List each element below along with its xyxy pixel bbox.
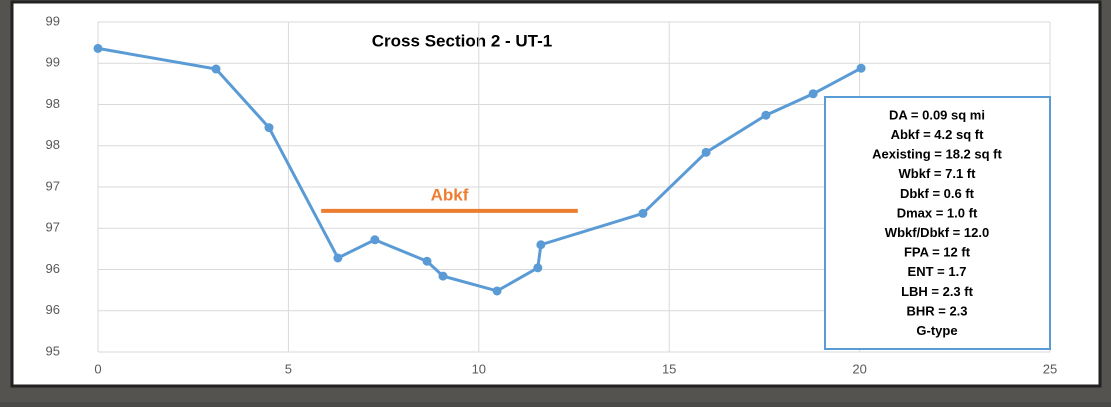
y-tick-label: 96 [46,302,60,317]
x-tick-label: 20 [852,361,866,376]
y-tick-label: 98 [46,137,60,152]
annotation-line: Aexisting = 18.2 sq ft [872,147,1002,162]
annotation-line: DA = 0.09 sq mi [889,107,985,122]
data-point [533,263,542,272]
y-tick-label: 99 [46,55,60,70]
chart-title: Cross Section 2 - UT-1 [372,31,552,50]
x-tick-label: 5 [285,361,292,376]
x-tick-label: 10 [472,361,486,376]
annotation-line: BHR = 2.3 [906,303,967,318]
chart: Cross Section 2 - UT-1 95 96 96 97 97 98 98 99 9… [0,0,1111,402]
annotation-line: LBH = 2.3 ft [901,284,974,299]
y-tick-label: 96 [46,261,60,276]
data-point [809,89,818,98]
annotation-line: FPA = 12 ft [904,245,971,260]
data-point [857,64,866,73]
y-tick-label: 95 [46,343,60,358]
data-point [638,209,647,218]
annotation-line: Wbkf/Dbkf = 12.0 [885,225,989,240]
annotation-line: G-type [916,323,957,338]
data-point [264,123,273,132]
data-point [333,253,342,262]
annotation-line: Abkf = 4.2 sq ft [891,127,984,142]
data-point [439,272,448,281]
data-point [702,148,711,157]
annotation-line: Dbkf = 0.6 ft [900,186,975,201]
y-tick-label: 97 [46,220,60,235]
annotation-line: ENT = 1.7 [908,264,967,279]
series-label: Abkf [431,185,469,204]
y-tick-label: 98 [46,96,60,111]
y-tick-label: 97 [46,178,60,193]
x-tick-label: 0 [94,361,101,376]
data-point [536,240,545,249]
annotation-line: Dmax = 1.0 ft [897,205,978,220]
x-tick-label: 15 [662,361,676,376]
page: Cross Section 2 - UT-1 95 96 96 97 97 98 98 99 9… [0,0,1111,402]
x-tick-label: 25 [1043,361,1057,376]
y-tick-label: 99 [46,13,60,28]
data-point [423,257,432,266]
data-point [493,286,502,295]
data-point [94,44,103,53]
data-point [761,111,770,120]
data-point [370,235,379,244]
data-point [212,65,221,74]
annotation-line: Wbkf = 7.1 ft [899,166,977,181]
